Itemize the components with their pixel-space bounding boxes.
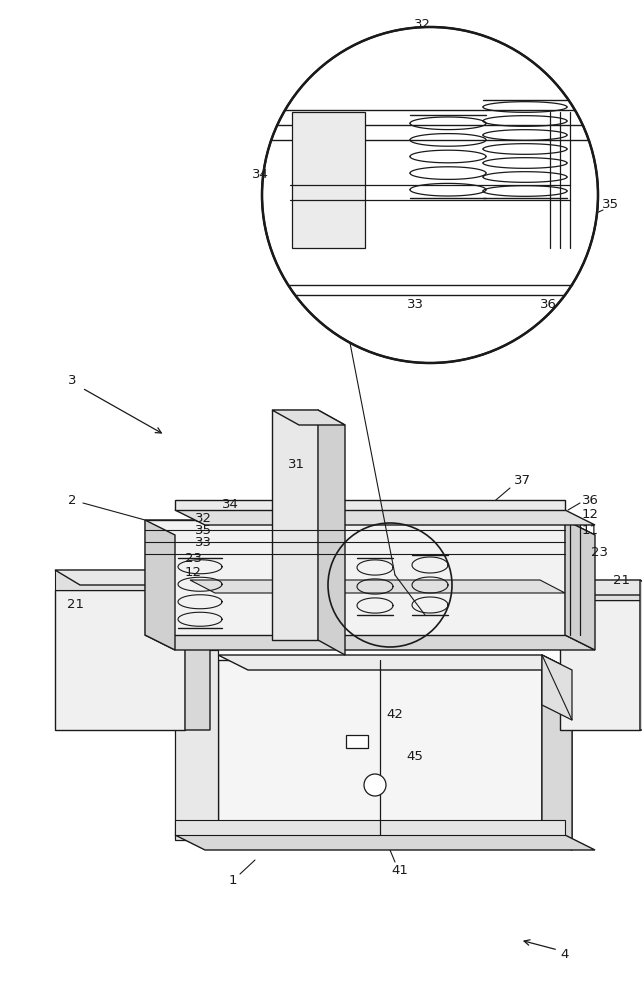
Text: 4: 4 bbox=[561, 948, 569, 962]
Polygon shape bbox=[175, 500, 565, 510]
Text: 34: 34 bbox=[252, 168, 268, 182]
Text: 36: 36 bbox=[582, 493, 598, 506]
Text: 2: 2 bbox=[68, 493, 76, 506]
Polygon shape bbox=[292, 112, 365, 248]
Polygon shape bbox=[145, 520, 565, 635]
Text: 23: 23 bbox=[591, 546, 609, 560]
Text: 32: 32 bbox=[413, 18, 431, 31]
Text: 23: 23 bbox=[184, 552, 202, 564]
Polygon shape bbox=[190, 580, 565, 593]
Text: 31: 31 bbox=[288, 458, 304, 472]
Polygon shape bbox=[55, 570, 210, 585]
Text: 21: 21 bbox=[614, 574, 630, 586]
Circle shape bbox=[364, 774, 386, 796]
Text: 36: 36 bbox=[539, 298, 557, 312]
Polygon shape bbox=[318, 410, 345, 655]
Polygon shape bbox=[272, 410, 318, 640]
Polygon shape bbox=[560, 580, 640, 600]
Polygon shape bbox=[175, 835, 595, 850]
Text: 12: 12 bbox=[582, 508, 598, 522]
Polygon shape bbox=[560, 600, 640, 730]
Text: 42: 42 bbox=[386, 708, 403, 722]
Text: 3: 3 bbox=[68, 373, 76, 386]
Text: 33: 33 bbox=[406, 298, 424, 312]
Text: 34: 34 bbox=[221, 498, 238, 512]
Polygon shape bbox=[640, 580, 642, 730]
Text: 35: 35 bbox=[602, 198, 618, 212]
Polygon shape bbox=[175, 650, 218, 840]
Circle shape bbox=[262, 27, 598, 363]
Polygon shape bbox=[542, 655, 572, 720]
Text: 33: 33 bbox=[195, 536, 211, 548]
Polygon shape bbox=[218, 655, 572, 670]
Polygon shape bbox=[175, 820, 565, 835]
Polygon shape bbox=[218, 660, 542, 835]
Text: 1: 1 bbox=[229, 874, 238, 886]
Polygon shape bbox=[542, 660, 572, 850]
Polygon shape bbox=[145, 635, 595, 650]
Polygon shape bbox=[560, 580, 642, 595]
Polygon shape bbox=[542, 655, 572, 850]
Text: 45: 45 bbox=[406, 750, 424, 764]
Polygon shape bbox=[55, 570, 185, 590]
Polygon shape bbox=[185, 570, 210, 730]
Text: 41: 41 bbox=[392, 863, 408, 876]
Polygon shape bbox=[272, 410, 345, 425]
Polygon shape bbox=[55, 590, 185, 730]
Text: 32: 32 bbox=[195, 512, 211, 524]
Polygon shape bbox=[565, 520, 595, 650]
Text: 35: 35 bbox=[195, 524, 211, 536]
Text: 37: 37 bbox=[514, 474, 530, 487]
Polygon shape bbox=[346, 735, 368, 748]
Polygon shape bbox=[145, 520, 595, 535]
Text: 11: 11 bbox=[582, 524, 598, 536]
Text: 12: 12 bbox=[184, 566, 202, 578]
Text: 21: 21 bbox=[67, 598, 83, 611]
Polygon shape bbox=[145, 520, 175, 650]
Polygon shape bbox=[175, 510, 595, 525]
